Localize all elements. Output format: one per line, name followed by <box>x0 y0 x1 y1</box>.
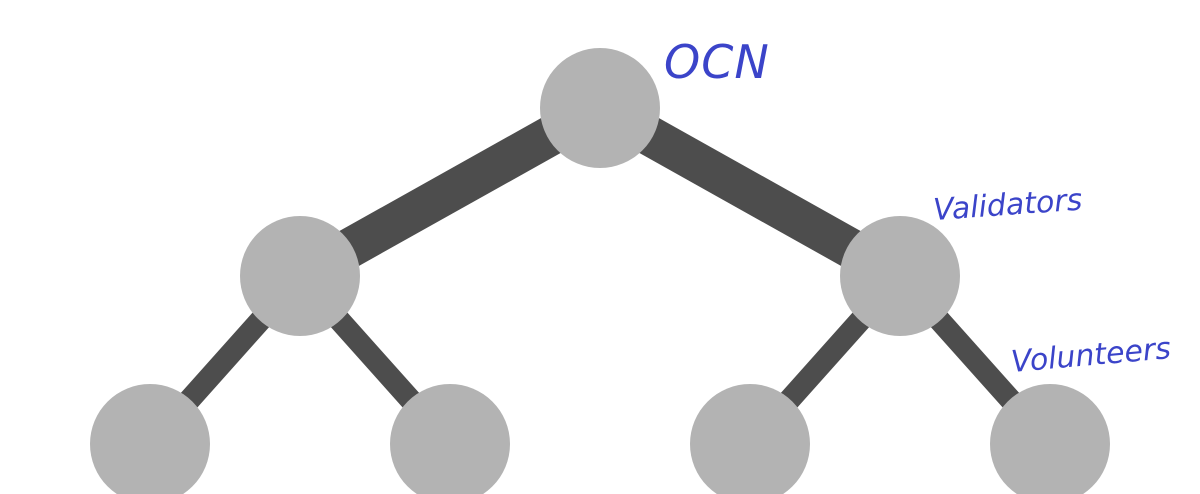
node-volunteer-4 <box>990 384 1110 494</box>
node-validator-right <box>840 216 960 336</box>
node-volunteer-2 <box>390 384 510 494</box>
label-validators: Validators <box>932 183 1083 228</box>
node-root <box>540 48 660 168</box>
label-ocn: OCN <box>664 35 770 89</box>
label-volunteers: Volunteers <box>1010 331 1173 380</box>
node-validator-left <box>240 216 360 336</box>
node-volunteer-1 <box>90 384 210 494</box>
node-volunteer-3 <box>690 384 810 494</box>
